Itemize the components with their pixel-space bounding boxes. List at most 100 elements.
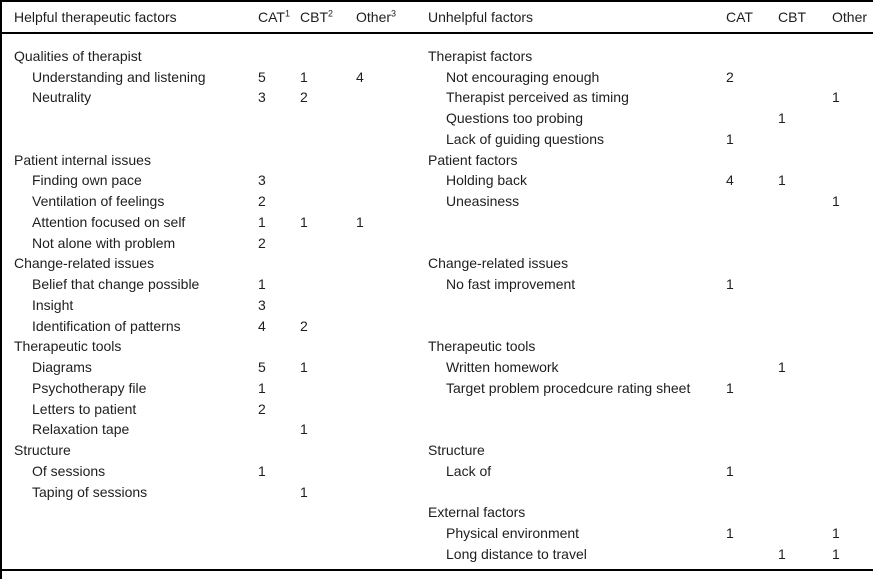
row-label: Change-related issues (14, 255, 155, 272)
row-label: Letters to patient (32, 400, 137, 417)
section-header-row: Change-related issues (422, 253, 873, 274)
table-row: Target problem procedcure rating sheet 1 (422, 378, 873, 399)
left-table-header: Helpful therapeutic factors CAT1 CBT2 Ot… (2, 2, 422, 32)
row-label: Therapist perceived as timing (446, 89, 629, 106)
row-label: Identification of patterns (32, 317, 181, 334)
row-label: Therapeutic tools (428, 338, 536, 355)
cat-value: 3 (258, 296, 266, 313)
cat-value: 3 (258, 172, 266, 189)
row-label: Finding own pace (32, 172, 142, 189)
column-label: CBT (300, 9, 328, 25)
table-row (2, 129, 422, 150)
row-label: Uneasiness (446, 193, 520, 210)
cat-value: 5 (258, 68, 266, 85)
row-label: Written homework (446, 359, 559, 376)
other-value: 1 (832, 193, 840, 210)
row-label: Physical environment (446, 525, 580, 542)
row-label: Structure (14, 442, 71, 459)
table-row: Insight 3 (2, 295, 422, 316)
row-label: External factors (428, 504, 526, 521)
table-row: No fast improvement 1 (422, 274, 873, 295)
cbt-value: 1 (300, 421, 308, 438)
table-row: Neutrality 3 2 (2, 87, 422, 108)
table-row (2, 544, 422, 565)
row-label: Ventilation of feelings (32, 193, 165, 210)
other-value: 1 (832, 545, 840, 562)
column-footnote-marker: 1 (284, 9, 290, 19)
table-row: Attention focused on self 1 1 1 (2, 212, 422, 233)
table-row: Letters to patient 2 (2, 398, 422, 419)
column-label: Other (356, 9, 392, 25)
cbt-value: 2 (300, 317, 308, 334)
cat-value: 1 (258, 276, 266, 293)
cbt-value: 1 (300, 68, 308, 85)
right-table-title: Unhelpful factors (428, 9, 534, 25)
row-label: Taping of sessions (32, 483, 148, 500)
table-row: Long distance to travel 1 1 (422, 544, 873, 565)
left-column-header-cat: CAT1 (258, 9, 300, 25)
table-row: Lack of guiding questions 1 (422, 129, 873, 150)
row-label: Lack of (446, 462, 492, 479)
row-label: Understanding and listening (32, 68, 206, 85)
table-row: Not alone with problem 2 (2, 232, 422, 253)
cat-value: 1 (726, 130, 734, 147)
cat-value: 1 (726, 462, 734, 479)
row-label: Lack of guiding questions (446, 130, 604, 147)
top-rule (2, 0, 873, 2)
table-row: Therapist perceived as timing 1 (422, 87, 873, 108)
column-footnote-marker: 2 (328, 9, 334, 19)
bottom-rule (2, 569, 873, 571)
table-row (422, 212, 873, 233)
table-row: Finding own pace 3 (2, 170, 422, 191)
table-row: Understanding and listening 5 1 4 (2, 66, 422, 87)
right-table-body: Therapist factors Not encouraging enough 2… (422, 46, 873, 565)
other-value: 1 (356, 213, 364, 230)
cat-value: 4 (726, 172, 734, 189)
section-header-row: Qualities of therapist (2, 46, 422, 67)
section-header-row: Structure (2, 440, 422, 461)
row-label: Therapist factors (428, 47, 533, 64)
column-label: CAT (726, 9, 753, 25)
section-header-row: Structure (422, 440, 873, 461)
row-label: Psychotherapy file (32, 379, 147, 396)
right-column-header-cat: CAT (726, 9, 778, 25)
table-row (422, 481, 873, 502)
row-label: Diagrams (32, 359, 92, 376)
left-table-title: Helpful therapeutic factors (14, 9, 177, 25)
cat-value: 2 (726, 68, 734, 85)
table-row (422, 295, 873, 316)
left-column-header-other: Other3 (356, 9, 422, 25)
table-row: Taping of sessions 1 (2, 481, 422, 502)
table-row (422, 232, 873, 253)
table-row (422, 315, 873, 336)
cat-value: 3 (258, 89, 266, 106)
table-row: Questions too probing 1 (422, 108, 873, 129)
cat-value: 2 (258, 234, 266, 251)
cat-value: 4 (258, 317, 266, 334)
row-label: No fast improvement (446, 276, 576, 293)
table-row: Relaxation tape 1 (2, 419, 422, 440)
cat-value: 1 (258, 462, 266, 479)
row-label: Attention focused on self (32, 213, 186, 230)
footer-spacer (2, 571, 873, 579)
row-label: Questions too probing (446, 110, 583, 127)
row-label: Structure (428, 442, 485, 459)
table-row (422, 398, 873, 419)
cbt-value: 1 (778, 110, 786, 127)
row-label: Belief that change possible (32, 276, 200, 293)
cat-value: 2 (258, 193, 266, 210)
column-label: CBT (778, 9, 806, 25)
other-value: 4 (356, 68, 364, 85)
section-header-row: Therapeutic tools (2, 336, 422, 357)
cat-value: 1 (726, 525, 734, 542)
table-row: Of sessions 1 (2, 461, 422, 482)
cat-value: 5 (258, 359, 266, 376)
row-label: Holding back (446, 172, 527, 189)
table-row: Physical environment 1 1 (422, 523, 873, 544)
section-header-row: Patient factors (422, 149, 873, 170)
right-column-header-cbt: CBT (778, 9, 832, 25)
other-value: 1 (832, 89, 840, 106)
table-row (2, 502, 422, 523)
cat-value: 1 (258, 379, 266, 396)
